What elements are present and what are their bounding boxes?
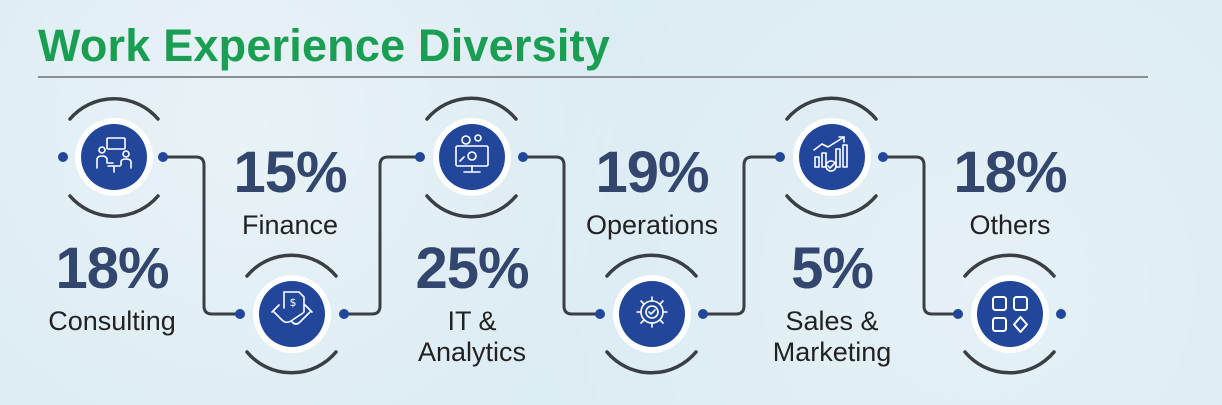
node-consulting xyxy=(58,97,168,218)
stat-label: Sales & Marketing xyxy=(772,306,892,368)
page-title: Work Experience Diversity xyxy=(38,20,610,71)
node-it-analytics xyxy=(415,96,528,219)
stat-label: Others xyxy=(969,210,1051,240)
node-finance: $ xyxy=(235,253,349,375)
meeting-icon xyxy=(96,137,132,173)
stat-percent: 15% xyxy=(233,140,347,205)
monitor-gears-icon xyxy=(455,134,489,173)
stat-operations: 19% Operations xyxy=(560,144,744,241)
stat-sales-marketing: 5% Sales & Marketing xyxy=(740,240,924,368)
stat-percent: 18% xyxy=(55,236,169,301)
stat-percent: 5% xyxy=(791,236,874,301)
stat-percent: 25% xyxy=(415,236,529,301)
growth-chart-icon xyxy=(813,136,848,172)
title-divider xyxy=(38,76,1148,78)
handshake-icon: $ xyxy=(271,291,313,325)
stat-consulting: 18% Consulting xyxy=(22,240,202,337)
svg-text:$: $ xyxy=(290,296,297,309)
stat-label: Finance xyxy=(241,210,339,240)
stat-percent: 18% xyxy=(953,140,1067,205)
app-grid-icon xyxy=(992,296,1028,333)
node-sales-marketing xyxy=(775,96,888,219)
stat-label: Consulting xyxy=(48,306,176,336)
stat-finance: 15% Finance xyxy=(200,144,380,241)
gear-check-icon xyxy=(636,296,668,328)
node-others xyxy=(953,253,1066,375)
stat-label: IT & Analytics xyxy=(417,306,527,368)
node-operations xyxy=(595,253,708,375)
stat-it-analytics: 25% IT & Analytics xyxy=(380,240,564,368)
connector-path xyxy=(163,155,958,316)
stat-percent: 19% xyxy=(595,140,709,205)
stat-others: 18% Others xyxy=(918,144,1102,241)
stat-label: Operations xyxy=(585,210,719,240)
